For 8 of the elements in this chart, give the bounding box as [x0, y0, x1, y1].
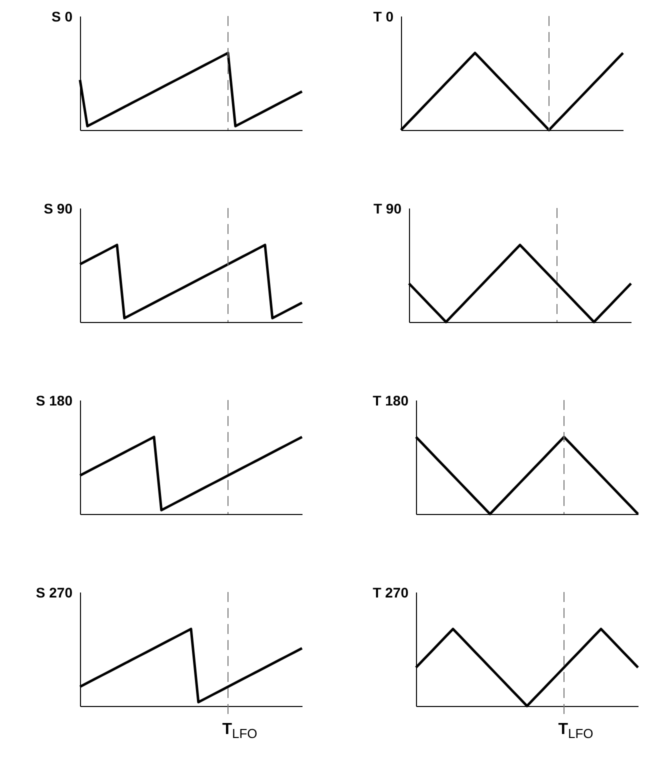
chart-title: T 0 — [373, 8, 394, 24]
chart-title: S 0 — [51, 8, 73, 24]
chart-title: S 270 — [36, 584, 73, 600]
chart-title: S 90 — [44, 200, 73, 216]
chart-title: T 270 — [372, 584, 409, 600]
chart-title: T 90 — [373, 200, 402, 216]
chart-title: T 180 — [372, 392, 409, 408]
chart-title: S 180 — [36, 392, 73, 408]
